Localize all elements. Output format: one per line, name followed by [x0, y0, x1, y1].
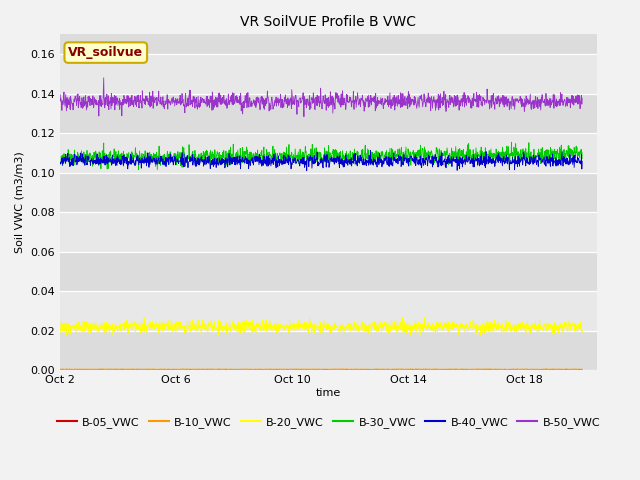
Bar: [60, 54, 596, 94]
Bar: [60, 94, 596, 133]
Bar: [60, 291, 596, 331]
Bar: [60, 212, 596, 252]
Title: VR SoilVUE Profile B VWC: VR SoilVUE Profile B VWC: [241, 15, 417, 29]
Bar: [60, 173, 596, 212]
Bar: [60, 331, 596, 370]
Bar: [60, 252, 596, 291]
Bar: [60, 133, 596, 173]
Legend: B-05_VWC, B-10_VWC, B-20_VWC, B-30_VWC, B-40_VWC, B-50_VWC: B-05_VWC, B-10_VWC, B-20_VWC, B-30_VWC, …: [52, 413, 605, 432]
Y-axis label: Soil VWC (m3/m3): Soil VWC (m3/m3): [15, 151, 25, 253]
X-axis label: time: time: [316, 388, 341, 398]
Text: VR_soilvue: VR_soilvue: [68, 46, 143, 59]
